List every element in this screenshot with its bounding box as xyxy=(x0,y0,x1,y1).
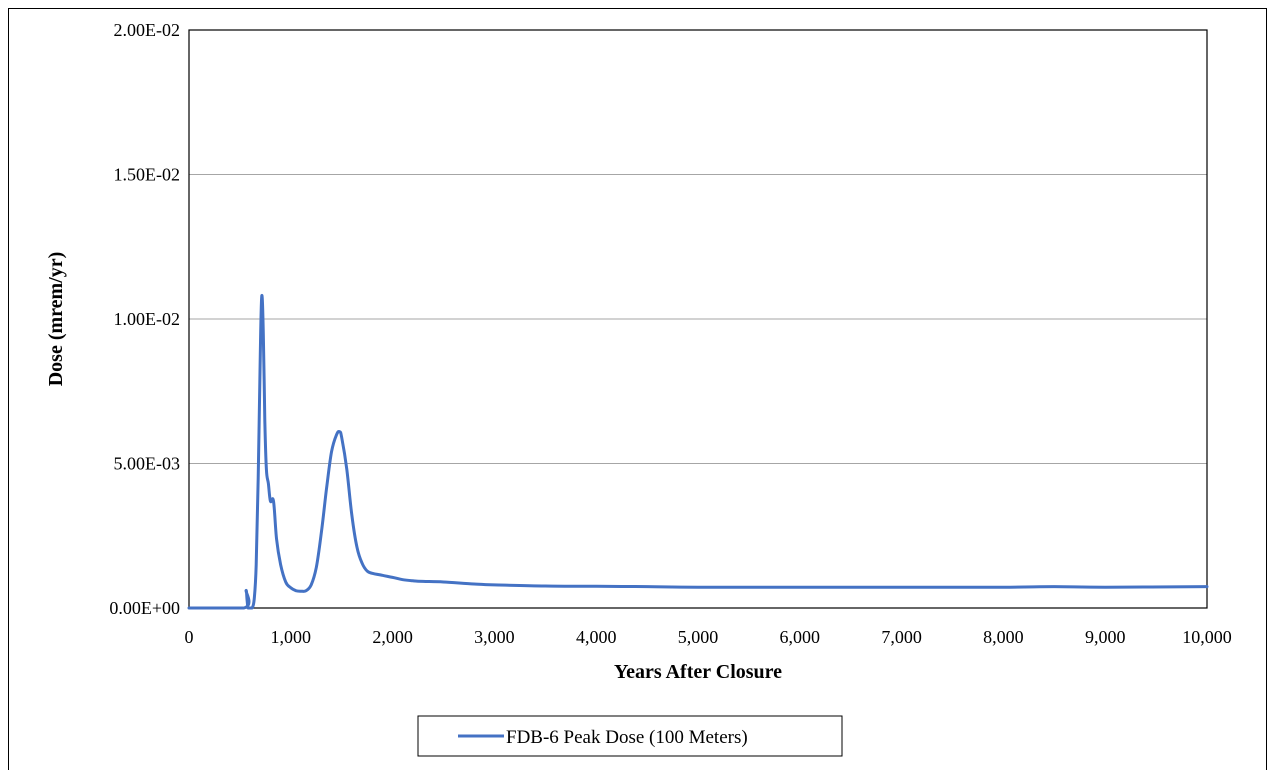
y-tick-label: 1.50E-02 xyxy=(114,165,181,185)
x-tick-label: 9,000 xyxy=(1085,627,1126,647)
y-tick-label: 0.00E+00 xyxy=(109,598,180,618)
legend: FDB-6 Peak Dose (100 Meters) xyxy=(417,715,843,757)
x-tick-label: 6,000 xyxy=(780,627,821,647)
x-tick-label: 3,000 xyxy=(474,627,515,647)
plot-area-border xyxy=(188,29,1208,609)
series-line-fdb6 xyxy=(187,294,1209,610)
x-axis-title: Years After Closure xyxy=(614,661,782,683)
x-tick-label: 8,000 xyxy=(983,627,1024,647)
x-tick-label: 1,000 xyxy=(271,627,312,647)
y-tick-label: 1.00E-02 xyxy=(114,309,181,329)
chart-frame xyxy=(8,8,1267,770)
y-tick-labels: 0.00E+00 5.00E-03 1.00E-02 1.50E-02 2.00E-02 xyxy=(109,20,180,618)
gridlines xyxy=(189,174,1207,464)
y-axis-title: Dose (mrem/yr) xyxy=(45,252,67,387)
x-tick-labels: 0 1,000 2,000 3,000 4,000 5,000 6,000 7,000 8,00… xyxy=(185,627,1232,647)
x-tick-label: 4,000 xyxy=(576,627,617,647)
y-tick-label: 5.00E-03 xyxy=(114,454,181,474)
x-tick-label: 5,000 xyxy=(678,627,719,647)
x-tick-label: 10,000 xyxy=(1182,627,1232,647)
legend-label: FDB-6 Peak Dose (100 Meters) xyxy=(506,727,748,748)
x-tick-label: 0 xyxy=(185,627,194,647)
y-tick-label: 2.00E-02 xyxy=(114,20,181,40)
x-tick-label: 2,000 xyxy=(372,627,413,647)
x-tick-label: 7,000 xyxy=(881,627,922,647)
